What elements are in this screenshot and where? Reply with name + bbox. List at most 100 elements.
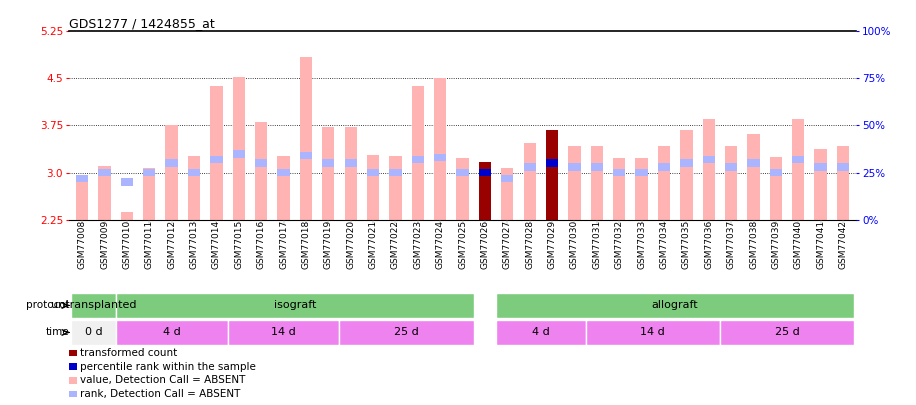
Bar (479, 162, 491, 220)
Bar (411, 156, 424, 163)
Bar (725, 163, 737, 171)
Text: 14 d: 14 d (271, 328, 296, 337)
Bar (227, 320, 340, 345)
Bar (98, 169, 111, 177)
Bar (69, 350, 77, 356)
Bar (703, 156, 714, 163)
Bar (585, 320, 720, 345)
Text: GSM77029: GSM77029 (548, 220, 557, 269)
Bar (636, 169, 648, 177)
Bar (725, 146, 737, 220)
Text: GSM77032: GSM77032 (615, 220, 624, 269)
Text: GSM77033: GSM77033 (638, 220, 646, 269)
Bar (166, 126, 178, 220)
Bar (211, 156, 223, 163)
Text: isograft: isograft (274, 301, 316, 311)
Bar (479, 169, 491, 177)
Text: GSM77027: GSM77027 (503, 220, 512, 269)
Text: GSM77017: GSM77017 (279, 220, 288, 269)
Bar (389, 169, 401, 177)
Bar (278, 169, 289, 177)
Bar (188, 156, 201, 220)
Text: untransplanted: untransplanted (50, 301, 136, 311)
Text: GSM77019: GSM77019 (323, 220, 333, 269)
Bar (837, 163, 849, 171)
Bar (524, 143, 536, 220)
Bar (792, 156, 804, 163)
Bar (456, 169, 469, 177)
Text: GSM77021: GSM77021 (368, 220, 377, 269)
Bar (188, 169, 201, 177)
Bar (233, 77, 245, 220)
Bar (255, 160, 267, 167)
Bar (300, 152, 312, 160)
Bar (389, 156, 401, 220)
Text: 25 d: 25 d (394, 328, 419, 337)
Text: GSM77016: GSM77016 (256, 220, 266, 269)
Bar (546, 160, 558, 167)
Bar (837, 146, 849, 220)
Bar (115, 293, 474, 318)
Text: protocol: protocol (27, 301, 69, 311)
Bar (658, 163, 671, 171)
Bar (434, 78, 446, 220)
Text: GSM77036: GSM77036 (704, 220, 714, 269)
Bar (681, 130, 692, 220)
Text: GSM77008: GSM77008 (78, 220, 87, 269)
Text: GSM77025: GSM77025 (458, 220, 467, 269)
Bar (166, 160, 178, 167)
Text: time: time (45, 328, 69, 337)
Bar (524, 163, 536, 171)
Bar (233, 150, 245, 158)
Text: 14 d: 14 d (640, 328, 665, 337)
Bar (76, 175, 88, 182)
Bar (496, 320, 585, 345)
Text: GSM77042: GSM77042 (838, 220, 847, 269)
Bar (143, 168, 156, 220)
Bar (69, 391, 77, 397)
Text: percentile rank within the sample: percentile rank within the sample (81, 362, 256, 371)
Text: transformed count: transformed count (81, 348, 178, 358)
Bar (76, 178, 88, 220)
Bar (411, 86, 424, 220)
Text: GSM77035: GSM77035 (682, 220, 691, 269)
Text: GSM77024: GSM77024 (436, 220, 444, 269)
Bar (747, 160, 759, 167)
Bar (322, 160, 334, 167)
Bar (769, 157, 782, 220)
Text: 25 d: 25 d (775, 328, 800, 337)
Text: GSM77041: GSM77041 (816, 220, 825, 269)
Text: GSM77014: GSM77014 (212, 220, 221, 269)
Text: GSM77013: GSM77013 (190, 220, 199, 269)
Bar (278, 156, 289, 220)
Bar (703, 119, 714, 220)
Bar (501, 168, 514, 220)
Bar (613, 169, 626, 177)
Text: GSM77026: GSM77026 (481, 220, 489, 269)
Bar (456, 158, 469, 220)
Text: GSM77037: GSM77037 (726, 220, 736, 269)
Bar (636, 158, 648, 220)
Bar (496, 293, 855, 318)
Text: GSM77028: GSM77028 (525, 220, 534, 269)
Bar (322, 127, 334, 220)
Bar (814, 149, 827, 220)
Text: 0 d: 0 d (84, 328, 102, 337)
Text: GSM77009: GSM77009 (100, 220, 109, 269)
Text: GSM77030: GSM77030 (570, 220, 579, 269)
Text: 4 d: 4 d (532, 328, 550, 337)
Text: GSM77040: GSM77040 (794, 220, 802, 269)
Text: GSM77015: GSM77015 (234, 220, 244, 269)
Bar (255, 122, 267, 220)
Bar (720, 320, 855, 345)
Bar (814, 163, 827, 171)
Text: GSM77038: GSM77038 (749, 220, 758, 269)
Bar (121, 178, 133, 186)
Text: GSM77023: GSM77023 (413, 220, 422, 269)
Bar (367, 155, 379, 220)
Bar (434, 154, 446, 161)
Bar (792, 119, 804, 220)
Text: GSM77011: GSM77011 (145, 220, 154, 269)
Bar (344, 127, 357, 220)
Bar (747, 134, 759, 220)
